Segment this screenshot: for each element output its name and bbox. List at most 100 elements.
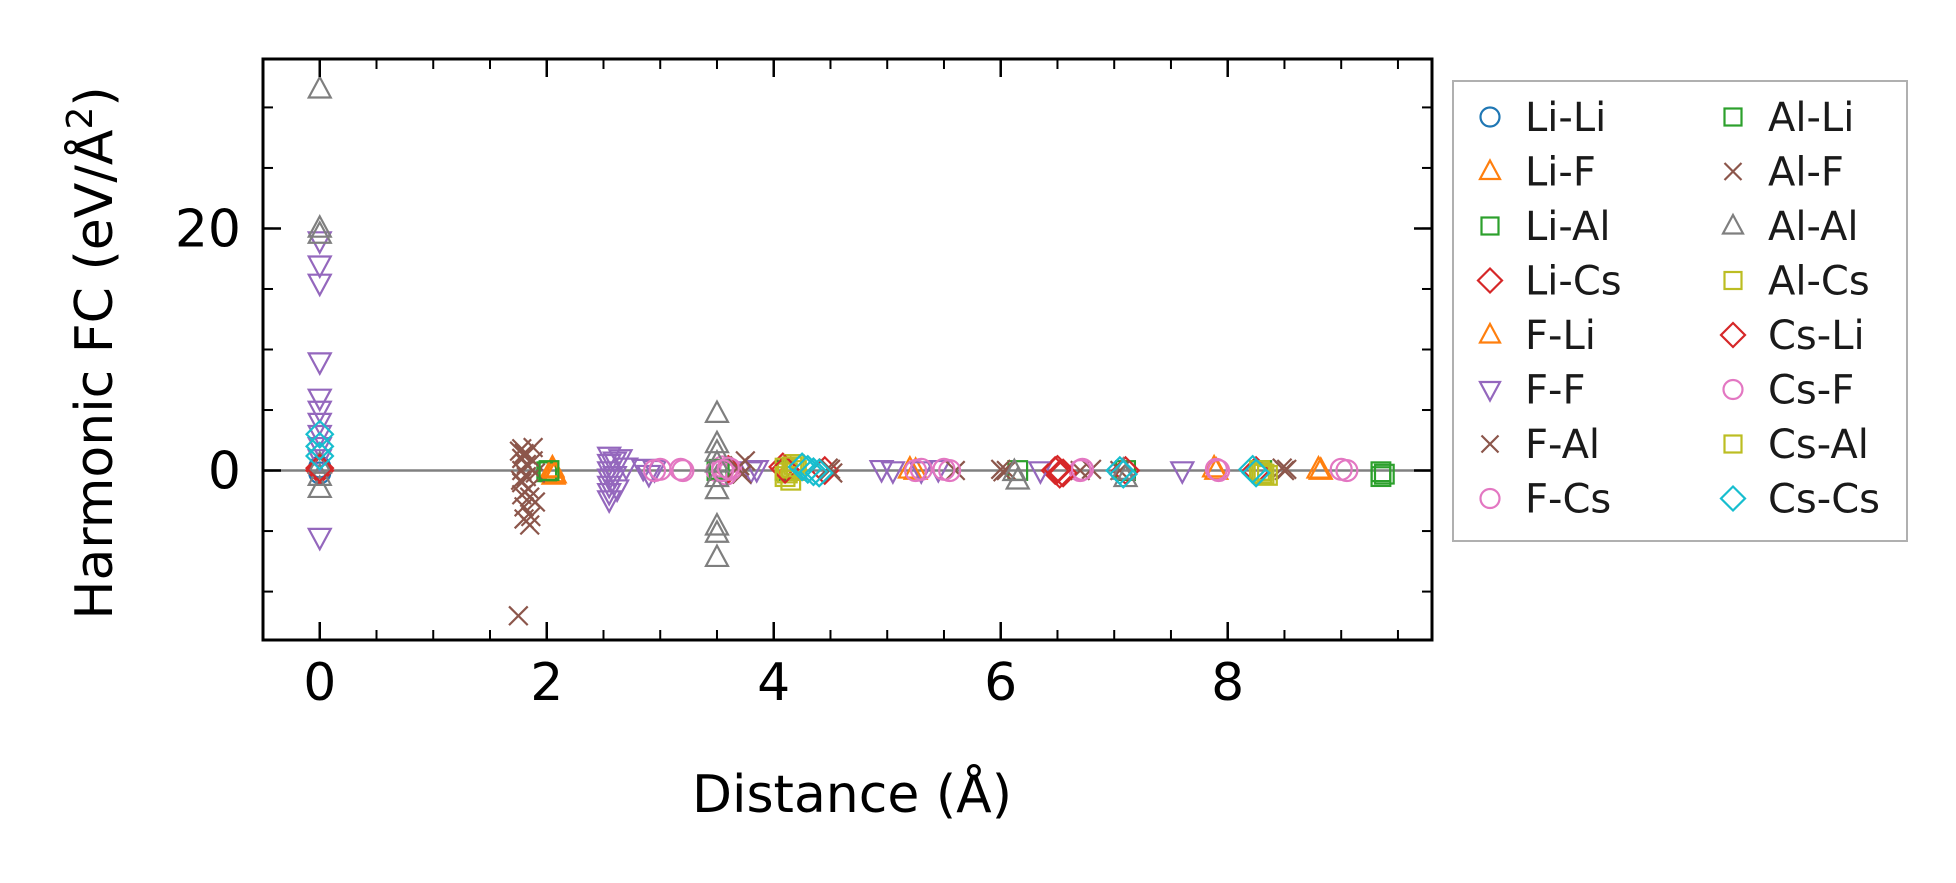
data-point bbox=[306, 412, 333, 437]
data-point bbox=[1042, 454, 1073, 485]
data-point bbox=[727, 457, 748, 479]
legend-item-f-al: F-Al bbox=[1480, 422, 1600, 468]
data-point bbox=[897, 454, 923, 479]
data-point bbox=[304, 431, 335, 462]
legend-marker bbox=[1723, 107, 1743, 127]
data-point bbox=[510, 470, 531, 491]
legend-label: F-Cs bbox=[1525, 477, 1611, 523]
y-axis-label: Harmonic FC (eV/Å2) bbox=[60, 86, 126, 619]
legend-item-cs-cs: Cs-Cs bbox=[1719, 477, 1880, 523]
data-point bbox=[636, 464, 662, 489]
data-point bbox=[306, 474, 333, 499]
legend-marker bbox=[1722, 378, 1744, 401]
plot-frame bbox=[261, 57, 1434, 642]
data-point bbox=[601, 451, 628, 476]
legend-label: Li-Cs bbox=[1525, 259, 1622, 305]
legend-item-li-al: Li-Al bbox=[1480, 204, 1610, 250]
legend-label: F-Li bbox=[1525, 313, 1596, 359]
legend-marker bbox=[1478, 158, 1502, 181]
legend-marker bbox=[1719, 484, 1747, 513]
data-point bbox=[306, 352, 333, 377]
legend-label: Li-Al bbox=[1525, 204, 1610, 250]
data-point bbox=[596, 490, 623, 515]
legend-marker bbox=[1723, 270, 1743, 291]
data-point bbox=[1370, 466, 1392, 488]
legend-label: F-Al bbox=[1525, 422, 1600, 468]
data-point bbox=[306, 400, 333, 425]
legend-item-al-li: Al-Li bbox=[1723, 95, 1854, 141]
data-point bbox=[306, 74, 333, 99]
data-point bbox=[880, 461, 906, 485]
legend-label: Li-F bbox=[1525, 150, 1596, 196]
legend-item-cs-al: Cs-Al bbox=[1723, 422, 1869, 468]
legend-marker bbox=[1723, 434, 1743, 454]
data-point bbox=[938, 458, 962, 483]
x-tick-label: 6 bbox=[984, 653, 1017, 713]
data-point bbox=[1305, 454, 1332, 479]
y-axis-label-main: Harmonic FC (eV/Å bbox=[63, 129, 125, 620]
legend-marker bbox=[1479, 106, 1501, 128]
legend-item-al-f: Al-F bbox=[1723, 150, 1844, 196]
data-point bbox=[604, 479, 630, 504]
series-al-cs bbox=[774, 454, 1278, 491]
data-point bbox=[519, 487, 540, 508]
x-tick-label: 4 bbox=[757, 653, 790, 713]
data-point bbox=[992, 461, 1014, 482]
legend-item-al-al: Al-Al bbox=[1721, 204, 1859, 250]
data-point bbox=[541, 459, 568, 484]
data-point bbox=[704, 543, 730, 568]
data-point bbox=[793, 454, 823, 485]
data-point bbox=[538, 460, 560, 481]
legend-item-li-li: Li-Li bbox=[1479, 95, 1606, 141]
data-point bbox=[1256, 464, 1278, 486]
data-point bbox=[1307, 456, 1334, 480]
series-f-f bbox=[306, 231, 1196, 552]
series-al-al bbox=[306, 74, 1139, 568]
legend-label: Cs-Al bbox=[1768, 422, 1869, 468]
data-point bbox=[1251, 462, 1273, 484]
data-point bbox=[304, 441, 335, 471]
legend-marker bbox=[1479, 487, 1501, 510]
series-cs-f bbox=[648, 456, 1353, 483]
data-point bbox=[516, 444, 537, 465]
data-point bbox=[1373, 463, 1395, 485]
data-point bbox=[1169, 461, 1196, 485]
legend-label: Li-Li bbox=[1525, 95, 1606, 141]
plot-area bbox=[263, 74, 1432, 626]
data-point bbox=[704, 475, 730, 500]
x-axis-label: Distance (Å) bbox=[692, 763, 1012, 825]
legend-item-cs-li: Cs-Li bbox=[1719, 313, 1865, 359]
data-point bbox=[1070, 457, 1094, 481]
legend-item-cs-f: Cs-F bbox=[1722, 368, 1854, 414]
legend-marker bbox=[1480, 216, 1500, 236]
legend-item-f-f: F-F bbox=[1478, 368, 1585, 414]
data-point bbox=[716, 456, 740, 480]
legend-item-f-cs: F-Cs bbox=[1479, 477, 1611, 523]
data-point bbox=[306, 527, 333, 552]
legend-label: Cs-Li bbox=[1768, 313, 1865, 359]
data-point bbox=[781, 456, 803, 478]
x-tick-label: 0 bbox=[303, 653, 336, 713]
legend-label: Al-F bbox=[1768, 150, 1844, 196]
legend: Li-Li Li-F Li-Al Li-Cs F-Li F-F F-Al F-Cs Al-Li A… bbox=[1452, 80, 1908, 542]
legend-marker bbox=[1480, 434, 1500, 454]
y-axis-label-superscript: 2 bbox=[60, 107, 101, 130]
data-point bbox=[704, 511, 730, 536]
data-point bbox=[648, 457, 672, 481]
data-point bbox=[798, 456, 829, 487]
data-point bbox=[1276, 459, 1297, 480]
data-point bbox=[1249, 460, 1270, 481]
legend-label: Cs-Cs bbox=[1768, 477, 1880, 523]
data-point bbox=[306, 220, 333, 244]
data-point bbox=[704, 519, 730, 543]
legend-label: Cs-F bbox=[1768, 368, 1854, 414]
data-point bbox=[1241, 458, 1271, 488]
series-al-f bbox=[509, 441, 1293, 530]
legend-marker bbox=[1476, 266, 1504, 295]
data-point bbox=[306, 388, 333, 413]
data-point bbox=[1044, 459, 1075, 489]
series-cs-al bbox=[774, 456, 1275, 488]
x-tick-label: 8 bbox=[1211, 653, 1244, 713]
data-point bbox=[770, 454, 800, 485]
data-point bbox=[704, 399, 730, 424]
